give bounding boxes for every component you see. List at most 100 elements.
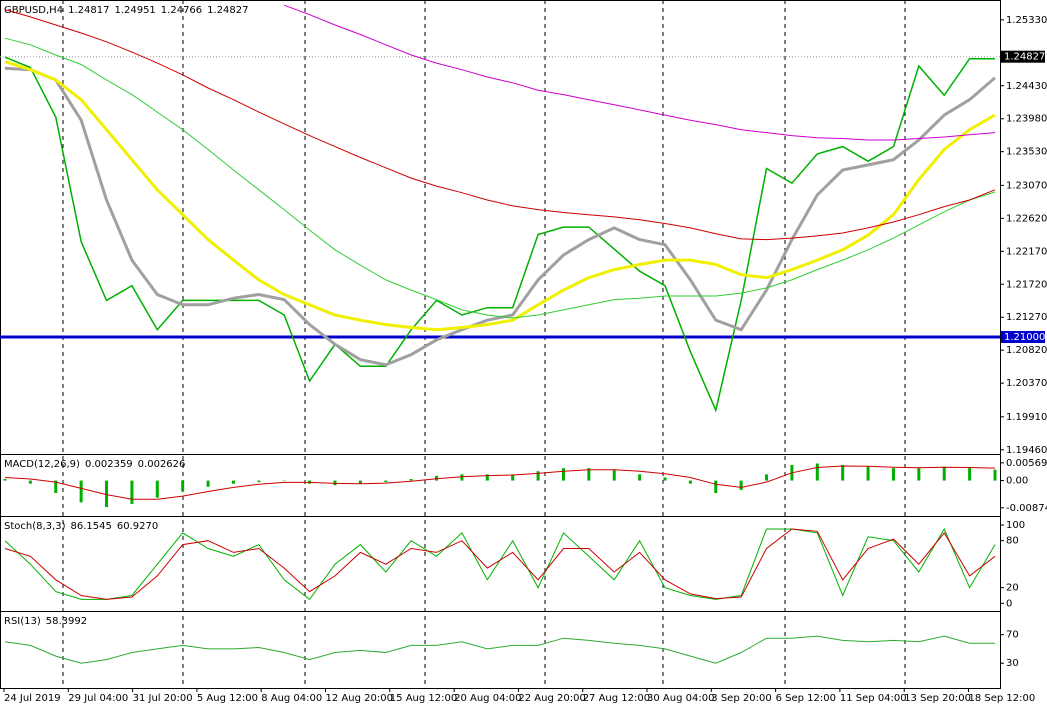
histogram-bar — [968, 468, 972, 481]
y-tick-label: 20 — [1006, 583, 1019, 594]
histogram-bar — [841, 465, 845, 481]
histogram-bar — [815, 463, 819, 481]
y-tick-label: 1.23980 — [1006, 114, 1047, 125]
series-line — [284, 4, 996, 141]
y-tick-label: 1.19460 — [1006, 445, 1047, 456]
panel-title: MACD(12,26,9) — [4, 459, 80, 470]
x-tick-label: 8 Aug 04:00 — [261, 693, 322, 704]
y-tick-label: 70 — [1006, 630, 1019, 641]
histogram-bar — [384, 480, 388, 483]
histogram-bar — [79, 480, 83, 503]
series-line — [4, 66, 996, 367]
y-tick-label: 100 — [1006, 520, 1025, 531]
x-tick-label: 5 Aug 12:00 — [197, 693, 258, 704]
x-tick-label: 18 Sep 12:00 — [969, 693, 1036, 704]
x-tick-label: 30 Aug 04:00 — [647, 693, 714, 704]
histogram-bar — [866, 466, 870, 481]
histogram-bar — [130, 480, 134, 504]
y-tick-label: 1.23530 — [1006, 147, 1047, 158]
readout-value: 60.9270 — [117, 521, 158, 532]
x-tick-label: 31 Jul 20:00 — [133, 693, 193, 704]
histogram-bar — [231, 480, 235, 484]
readout-value: 86.1545 — [70, 521, 111, 532]
readout-value: 1.24951 — [114, 5, 155, 16]
histogram-bar — [993, 469, 997, 481]
histogram-bar — [511, 474, 515, 481]
readout-value: 1.24766 — [161, 5, 202, 16]
readout-value: 0.002359 — [85, 459, 133, 470]
price-label: 1.24827 — [1004, 52, 1045, 63]
y-tick-label: 1.25330 — [1006, 15, 1047, 26]
x-tick-label: 29 Jul 04:00 — [68, 693, 128, 704]
readout-value: 0.002626 — [138, 459, 186, 470]
panel-title: Stoch(8,3,3) — [4, 521, 66, 532]
series-line — [4, 60, 996, 332]
histogram-bar — [3, 479, 7, 481]
series-line — [4, 56, 995, 413]
y-tick-label: 1.22620 — [1006, 213, 1047, 224]
y-tick-label: 1.21720 — [1006, 279, 1047, 290]
histogram-bar — [688, 480, 692, 484]
x-tick-label: 13 Sep 20:00 — [904, 693, 971, 704]
level-label: 1.21000 — [1004, 332, 1045, 343]
y-tick-label: 1.20370 — [1006, 378, 1047, 389]
histogram-bar — [739, 480, 743, 490]
panel-title: RSI(13) — [4, 616, 41, 627]
histogram-bar — [282, 480, 286, 482]
histogram-bar — [587, 468, 591, 481]
readout-value: 1.24817 — [68, 5, 109, 16]
histogram-bar — [257, 480, 261, 483]
histogram-bar — [536, 471, 540, 481]
y-tick-label: 0 — [1006, 598, 1012, 609]
readout-value: 58.3992 — [46, 616, 87, 627]
histogram-bar — [155, 480, 159, 498]
x-tick-label: 12 Aug 20:00 — [326, 693, 393, 704]
histogram-bar — [485, 474, 489, 481]
histogram-bar — [181, 480, 185, 492]
x-tick-label: 3 Sep 20:00 — [711, 693, 771, 704]
y-tick-label: 1.20820 — [1006, 345, 1047, 356]
series-line — [4, 635, 995, 664]
histogram-bar — [54, 480, 58, 494]
series-line — [4, 528, 996, 600]
x-tick-label: 24 Jul 2019 — [4, 693, 61, 704]
histogram-bar — [460, 474, 464, 481]
y-tick-label: 1.21270 — [1006, 312, 1047, 323]
x-tick-label: 15 Aug 12:00 — [390, 693, 457, 704]
panel-header: Stoch(8,3,3) 86.1545 60.9270 — [4, 521, 158, 532]
panel-frame — [0, 611, 1001, 689]
level-label-box — [1001, 331, 1045, 344]
histogram-bar — [917, 468, 921, 481]
histogram-bar — [891, 468, 895, 481]
price-label-box — [1001, 50, 1045, 63]
x-tick-label: 11 Sep 04:00 — [840, 693, 907, 704]
y-tick-label: 0.005699 — [1006, 458, 1047, 469]
x-tick-label: 22 Aug 20:00 — [518, 693, 585, 704]
y-tick-label: 0.00 — [1006, 476, 1028, 487]
y-tick-label: -0.008748 — [1006, 503, 1047, 514]
readout-value: 1.24827 — [207, 5, 248, 16]
histogram-bar — [714, 480, 718, 494]
series-line — [4, 9, 996, 241]
x-tick-label: 20 Aug 04:00 — [454, 693, 521, 704]
y-tick-label: 1.24430 — [1006, 81, 1047, 92]
panel-header: RSI(13) 58.3992 — [4, 616, 87, 627]
y-tick-label: 1.23070 — [1006, 180, 1047, 191]
histogram-bar — [28, 480, 32, 484]
x-tick-label: 6 Sep 12:00 — [776, 693, 836, 704]
y-tick-label: 1.19910 — [1006, 412, 1047, 423]
y-tick-label: 1.22170 — [1006, 246, 1047, 257]
series-line — [4, 37, 996, 319]
y-tick-label: 80 — [1006, 536, 1019, 547]
histogram-bar — [409, 479, 413, 481]
histogram-bar — [358, 480, 362, 484]
panel-header: MACD(12,26,9) 0.002359 0.002626 — [4, 459, 185, 470]
series-line — [4, 465, 996, 500]
histogram-bar — [765, 474, 769, 481]
histogram-bar — [105, 480, 109, 508]
panel-title: GBPUSD,H4 — [4, 5, 63, 16]
histogram-bar — [663, 477, 667, 481]
histogram-bar — [942, 466, 946, 481]
